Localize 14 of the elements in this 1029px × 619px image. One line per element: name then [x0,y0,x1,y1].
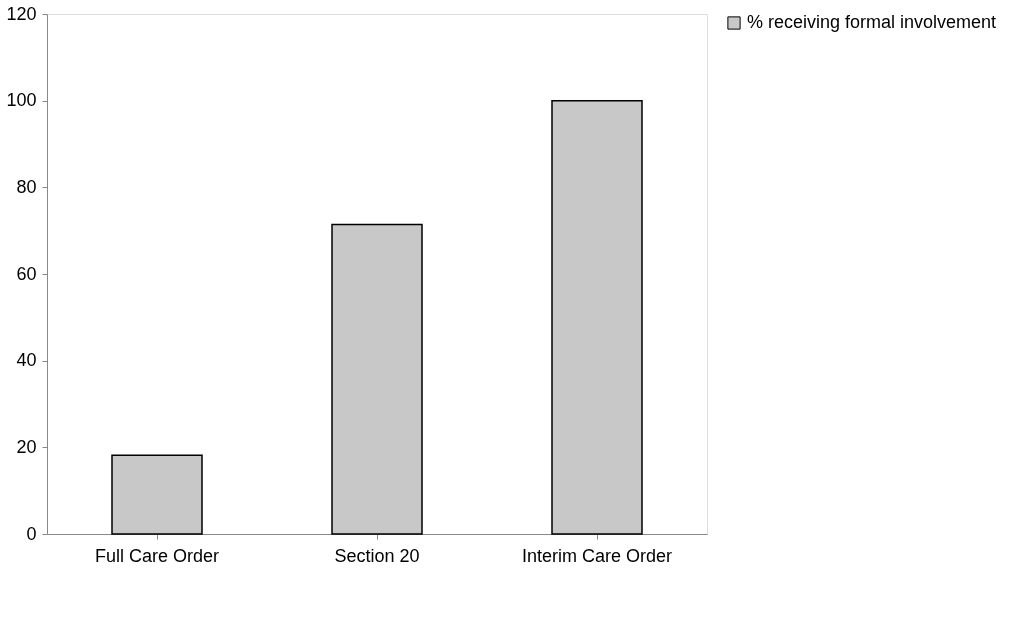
x-tick-label: Interim Care Order [521,545,673,566]
y-tick-label: 60 [16,263,37,284]
bar [331,223,423,535]
y-tick-label: 120 [6,3,37,24]
bar [111,454,203,535]
y-tick-label: 80 [16,176,37,197]
y-tick-label: 40 [16,350,37,371]
bar [551,99,643,535]
legend-label: % receiving formal involvement [747,12,997,32]
y-tick-label: 20 [16,436,37,457]
x-tick-label: Section 20 [334,545,420,566]
y-tick-label: 0 [26,523,37,544]
y-tick-label: 100 [6,90,37,111]
x-tick-label: Full Care Order [94,545,220,566]
